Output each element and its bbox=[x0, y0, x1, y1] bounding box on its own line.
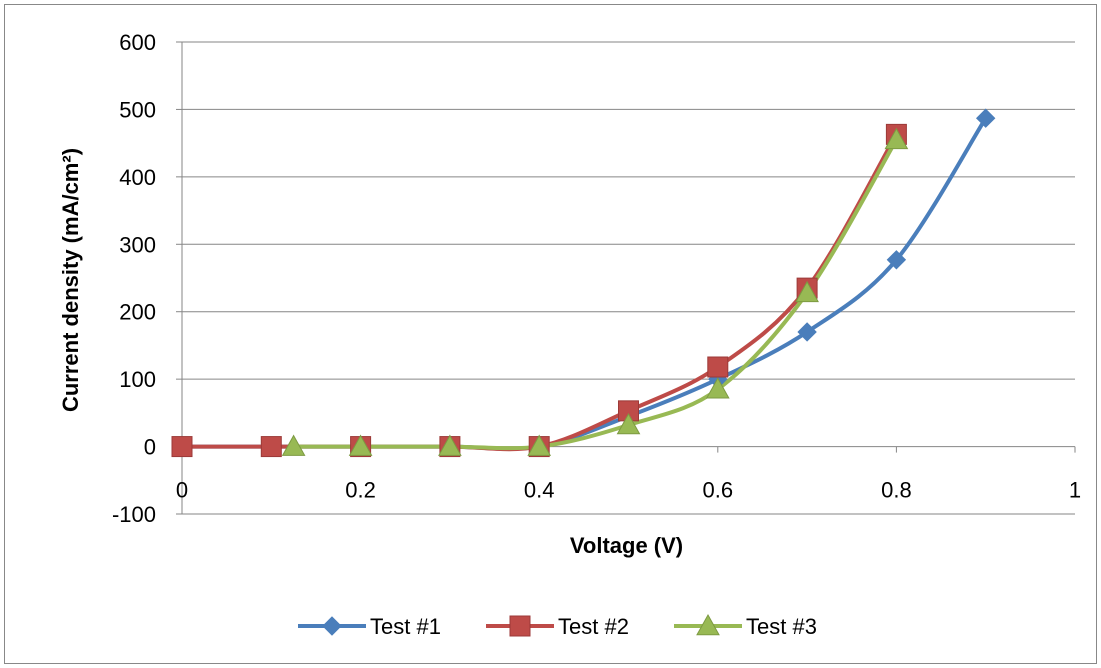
data-point-series2-0 bbox=[171, 436, 193, 458]
data-markers bbox=[171, 108, 996, 458]
legend-marker-2 bbox=[509, 615, 531, 637]
y-tick-label-7: 600 bbox=[119, 30, 156, 55]
x-axis-title: Voltage (V) bbox=[570, 533, 683, 558]
series-line-2 bbox=[180, 132, 899, 452]
y-tick-label-1: 0 bbox=[144, 435, 156, 460]
data-point-series3-0 bbox=[281, 434, 306, 456]
gridlines bbox=[182, 41, 1075, 515]
chart-frame bbox=[4, 4, 1097, 664]
y-tick-label-0: -100 bbox=[112, 502, 156, 527]
y-tick-label-2: 100 bbox=[119, 367, 156, 392]
data-point-series3-3 bbox=[527, 434, 552, 456]
y-tick-label-4: 300 bbox=[119, 232, 156, 257]
y-tick-label-3: 200 bbox=[119, 300, 156, 325]
data-point-series1-8 bbox=[886, 250, 907, 270]
legend: Test #1 Test #2 Test #3 bbox=[298, 613, 817, 639]
data-point-series3-2 bbox=[438, 434, 462, 456]
y-axis-title: Current density (mA/cm²) bbox=[58, 148, 83, 412]
x-tick-label-4: 0.8 bbox=[881, 478, 912, 503]
x-tick-label-2: 0.4 bbox=[524, 478, 555, 503]
legend-label-1: Test #1 bbox=[370, 614, 441, 639]
axes bbox=[176, 41, 1076, 515]
data-point-series1-7 bbox=[797, 322, 817, 342]
legend-label-3: Test #3 bbox=[746, 614, 817, 639]
legend-marker-3 bbox=[696, 613, 720, 636]
y-tick-label-5: 400 bbox=[119, 165, 156, 190]
legend-marker-1 bbox=[322, 616, 342, 636]
data-point-series3-7 bbox=[884, 127, 909, 150]
series-lines bbox=[180, 116, 988, 452]
tick-labels: -100 0 100 200 300 400 500 600 0 0.2 0.4 0.6 0.8 1 bbox=[112, 30, 1081, 527]
data-point-series3-6 bbox=[795, 280, 819, 303]
data-point-series1-9 bbox=[975, 108, 996, 128]
x-tick-label-1: 0.2 bbox=[345, 478, 376, 503]
data-point-series3-4 bbox=[616, 412, 641, 435]
x-tick-label-3: 0.6 bbox=[703, 478, 734, 503]
data-point-series2-1 bbox=[260, 436, 282, 458]
data-point-series3-1 bbox=[348, 434, 373, 456]
data-point-series3-5 bbox=[705, 377, 730, 399]
y-tick-label-6: 500 bbox=[119, 97, 156, 122]
legend-label-2: Test #2 bbox=[558, 614, 629, 639]
x-tick-label-0: 0 bbox=[176, 478, 188, 503]
x-tick-label-5: 1 bbox=[1069, 478, 1081, 503]
series-line-1 bbox=[180, 116, 988, 451]
data-point-series2-6 bbox=[707, 356, 729, 378]
